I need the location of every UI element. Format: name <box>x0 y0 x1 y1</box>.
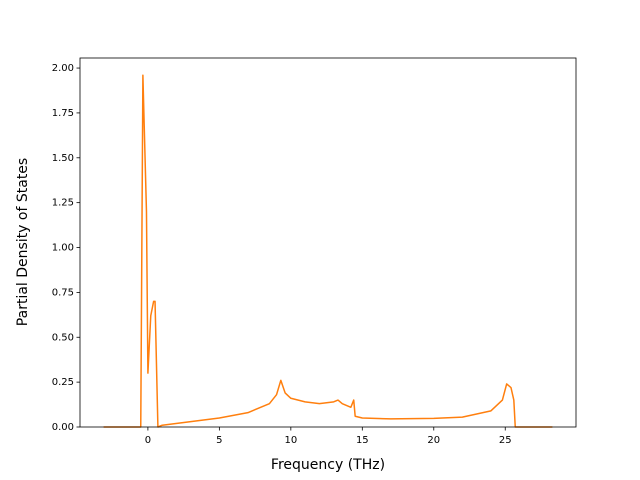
y-tick-label: 1.25 <box>52 198 74 209</box>
x-tick-label: 0 <box>145 435 151 446</box>
y-tick-label: 0.00 <box>52 422 74 433</box>
y-tick-label: 1.50 <box>52 153 74 164</box>
y-axis-label: Partial Density of States <box>15 158 31 326</box>
plot-frame <box>79 57 577 428</box>
x-tick-label: 5 <box>216 435 222 446</box>
y-tick-label: 1.75 <box>52 108 74 119</box>
y-tick-label: 0.25 <box>52 377 74 388</box>
x-tick-label: 25 <box>499 435 512 446</box>
x-tick-label: 20 <box>427 435 440 446</box>
x-tick-label: 15 <box>356 435 369 446</box>
y-tick-label: 2.00 <box>52 63 74 74</box>
data-line <box>103 74 553 428</box>
y-tick-label: 0.50 <box>52 332 74 343</box>
x-tick-label: 10 <box>284 435 297 446</box>
y-tick-label: 0.75 <box>52 287 74 298</box>
x-axis-label: Frequency (THz) <box>271 457 385 473</box>
y-tick-label: 1.00 <box>52 243 74 254</box>
